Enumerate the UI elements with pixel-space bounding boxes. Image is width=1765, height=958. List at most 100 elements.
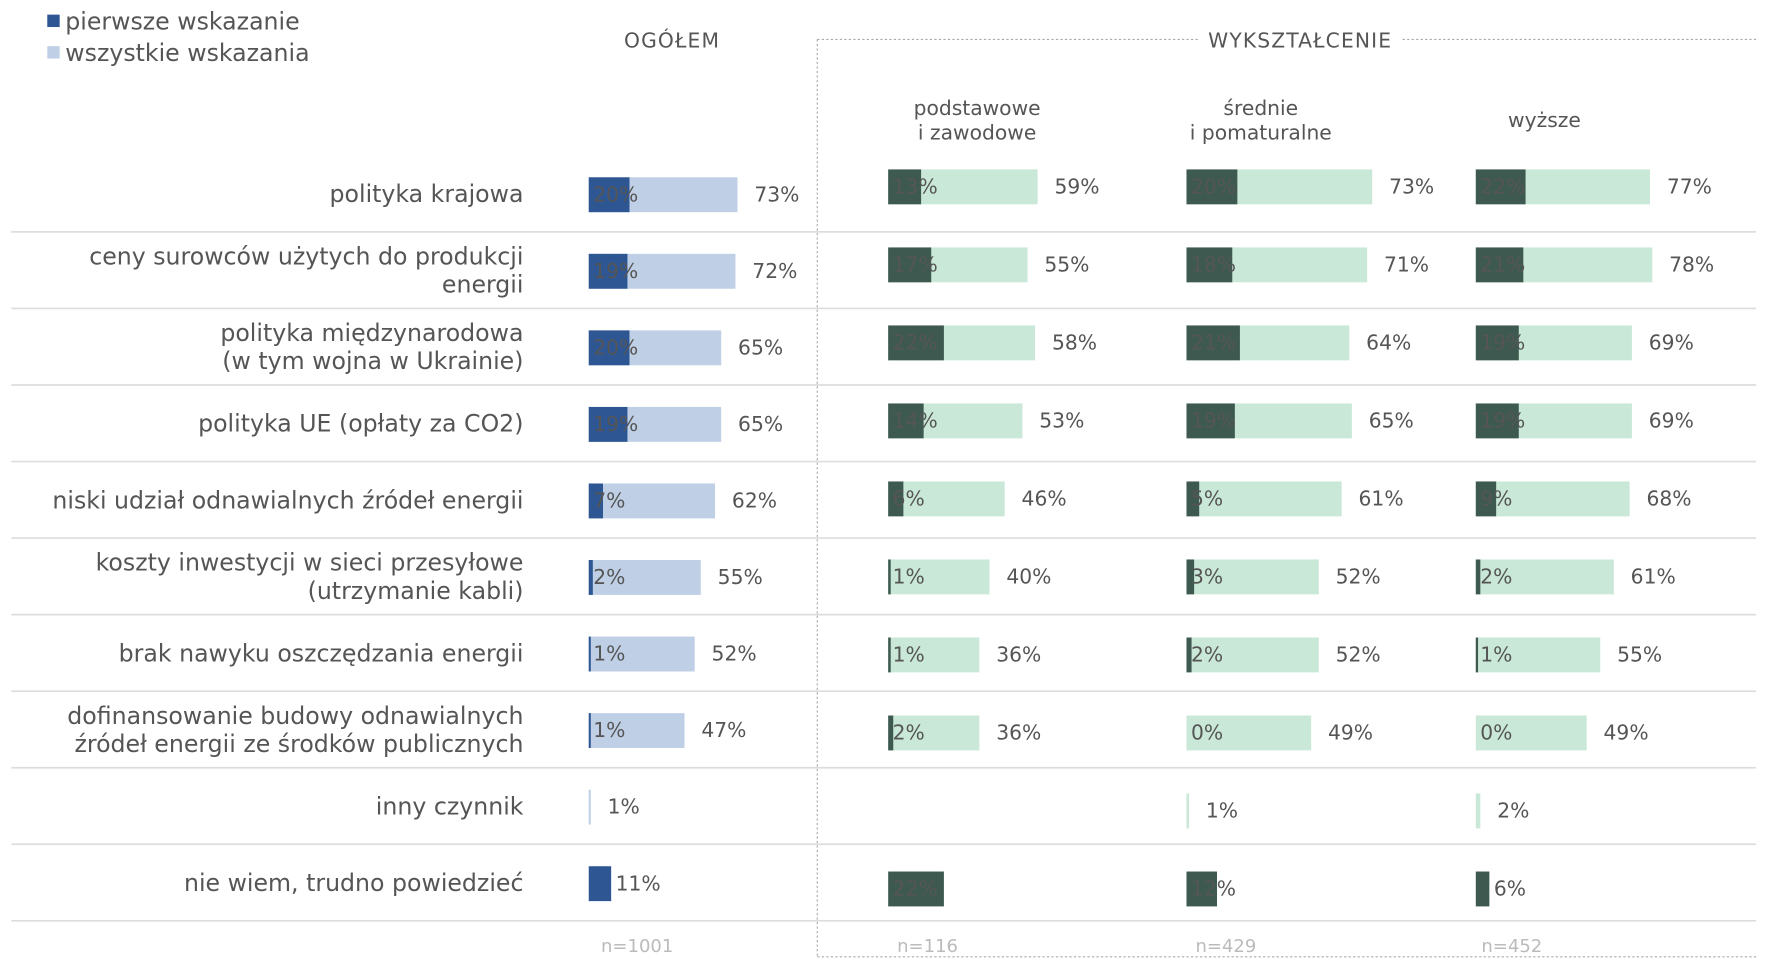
bar-first — [588, 560, 593, 595]
value-label: 55% — [1617, 643, 1662, 667]
category-label: polityka krajowa — [329, 180, 524, 208]
value-label: 1% — [1206, 799, 1238, 823]
value-label: 21% — [1480, 253, 1525, 277]
bar-first — [1475, 637, 1479, 673]
value-label: 3% — [1191, 565, 1223, 589]
value-label: 17% — [893, 253, 938, 277]
bar-first — [1475, 325, 1519, 361]
bar-all — [1186, 793, 1190, 829]
value-label: 1% — [608, 795, 640, 819]
sample-size: n=429 — [1195, 934, 1257, 957]
bar-all — [588, 789, 591, 825]
value-label: 46% — [1022, 487, 1067, 511]
bar-all — [1475, 715, 1587, 751]
value-label: 18% — [1191, 253, 1236, 277]
bar-first — [888, 169, 922, 205]
category-label: brak nawyku oszczędzania energii — [118, 639, 524, 667]
value-label: 65% — [738, 335, 783, 359]
bar-first — [1475, 169, 1526, 205]
bar-all — [1475, 793, 1481, 829]
panel-title: wyższe — [1508, 109, 1581, 133]
bar-all — [1186, 481, 1342, 517]
category-label: polityka UE (opłaty za CO2) — [198, 410, 524, 438]
value-label: 19% — [593, 259, 638, 283]
bar-first — [1186, 403, 1235, 439]
legend-label: wszystkie wskazania — [65, 39, 310, 67]
bar-all — [1186, 715, 1312, 751]
value-label: 13% — [893, 174, 938, 198]
bar-all — [888, 481, 1005, 517]
value-label: 69% — [1649, 331, 1694, 355]
bar-all — [888, 637, 980, 673]
value-label: 36% — [996, 643, 1041, 667]
value-label: 6% — [1494, 877, 1526, 901]
bar-first — [588, 636, 591, 672]
category-label: dofinansowanie budowy odnawialnych źróde… — [67, 702, 524, 758]
bar-all — [1186, 637, 1319, 673]
panel-title: OGÓŁEM — [615, 29, 730, 55]
value-label: 78% — [1669, 253, 1714, 277]
bar-first — [1475, 559, 1481, 595]
category-label: nie wiem, trudno powiedzieć — [183, 869, 524, 897]
value-label: 22% — [893, 877, 938, 901]
bar-first — [588, 253, 628, 289]
group-title: WYKSZTAŁCENIE — [1199, 29, 1402, 55]
bar-first — [888, 403, 924, 439]
legend-label: pierwsze wskazanie — [65, 7, 300, 35]
sample-size: n=452 — [1481, 934, 1543, 957]
value-label: 49% — [1328, 721, 1373, 745]
value-label: 1% — [893, 565, 925, 589]
bar-first — [888, 715, 894, 751]
bar-first — [888, 247, 932, 283]
bar-first — [1475, 481, 1497, 517]
value-label: 1% — [1480, 643, 1512, 667]
value-label: 9% — [1480, 487, 1512, 511]
bar-all — [888, 559, 990, 595]
value-label: 52% — [712, 642, 757, 666]
bar-first — [1186, 247, 1233, 283]
bar-all — [1475, 637, 1601, 673]
category-label: ceny surowców użytych do produkcji energ… — [89, 243, 524, 299]
value-label: 52% — [1336, 565, 1381, 589]
bar-all — [588, 636, 695, 672]
category-label: niski udział odnawialnych źródeł energii — [52, 486, 524, 514]
bar-first — [888, 325, 944, 361]
sample-size: n=116 — [897, 934, 959, 957]
panel-title: podstawowe i zawodowe — [913, 96, 1041, 146]
category-label: inny czynnik — [375, 793, 524, 821]
bar-first — [588, 406, 628, 442]
bar-first — [1186, 481, 1200, 517]
value-label: 2% — [1497, 799, 1529, 823]
bar-first — [888, 559, 891, 595]
value-label: 61% — [1359, 487, 1404, 511]
value-label: 22% — [1480, 174, 1525, 198]
value-label: 20% — [1191, 174, 1236, 198]
value-label: 14% — [893, 409, 938, 433]
bar-all — [1186, 559, 1319, 595]
bar-all — [888, 715, 980, 751]
value-label: 77% — [1667, 174, 1712, 198]
value-label: 65% — [1369, 409, 1414, 433]
bar-first — [888, 637, 891, 673]
legend-swatch — [47, 14, 60, 28]
category-label: polityka międzynarodowa (w tym wojna w U… — [220, 319, 524, 375]
legend-swatch — [47, 46, 60, 59]
value-label: 55% — [1044, 253, 1089, 277]
value-label: 5% — [1191, 487, 1223, 511]
value-label: 71% — [1384, 253, 1429, 277]
value-label: 0% — [1191, 721, 1223, 745]
value-label: 19% — [1191, 409, 1236, 433]
bar-all — [1475, 559, 1614, 595]
value-label: 22% — [893, 331, 938, 355]
bar-all — [588, 713, 685, 749]
bar-first — [588, 713, 591, 749]
value-label: 59% — [1054, 174, 1099, 198]
value-label: 20% — [593, 335, 638, 359]
category-label: koszty inwestycji w sieci przesyłowe (ut… — [95, 549, 524, 605]
bar-first — [1475, 403, 1519, 439]
bar-first — [1186, 637, 1192, 673]
value-label: 19% — [1480, 331, 1525, 355]
bar-all — [1475, 481, 1630, 517]
